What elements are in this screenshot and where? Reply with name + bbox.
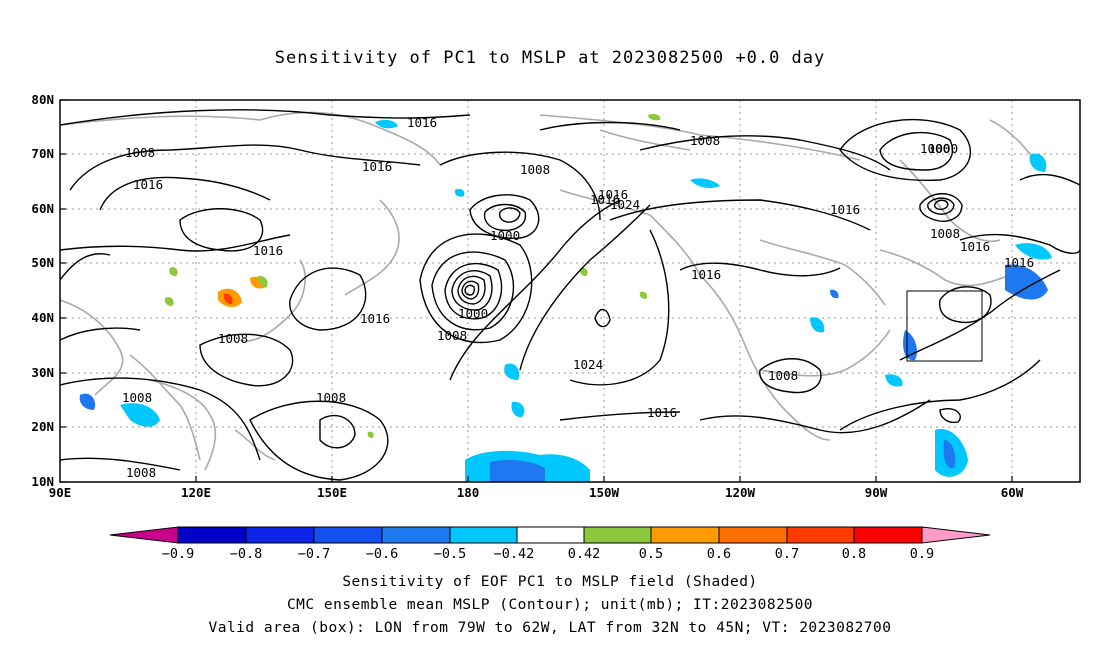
lon-label: 150W [589,485,620,500]
colorbar-label: 0.8 [842,546,866,562]
colorbar-box [516,526,585,544]
lon-label: 90E [49,485,72,500]
contour-label: 1016 [960,239,990,254]
contour-label: 1016 [598,187,628,202]
colorbar-low-triangle [109,526,179,544]
contour-label: 1000 [928,141,958,156]
lon-label: 120W [725,485,756,500]
lon-label: 60W [1001,485,1024,500]
lon-label: 180 [457,485,480,500]
lon-label: 120E [181,485,211,500]
contour-label: 1008 [690,133,720,148]
colorbar-box [449,526,518,544]
lat-label: 80N [31,92,54,107]
colorbar-high-triangle [921,526,991,544]
contour-label: 1016 [133,177,163,192]
contour-label: 1016 [362,159,392,174]
contour-label: 1016 [691,267,721,282]
colorbar-label: 0.7 [775,546,799,562]
lat-label: 10N [31,474,54,489]
contour-label: 1008 [218,331,248,346]
colorbar-box [718,526,788,544]
colorbar-box [853,526,923,544]
map-frame [59,99,1081,483]
map-title: Sensitivity of PC1 to MSLP at 2023082500… [274,48,826,68]
colorbar-label: −0.9 [162,546,195,562]
caption-valid-area: Valid area (box): LON from 79W to 62W, L… [208,620,892,636]
contour-label: 1016 [253,243,283,258]
contour-label: 1000 [490,228,520,243]
colorbar-label: −0.8 [230,546,263,562]
lat-label: 40N [31,310,54,325]
lon-label: 90W [865,485,888,500]
colorbar-label: 0.42 [568,546,601,562]
contour-label: 1000 [458,306,488,321]
negative-shading [79,119,1052,482]
colorbar-box [177,526,247,544]
lat-label: 50N [31,255,54,270]
caption-contour: CMC ensemble mean MSLP (Contour); unit(m… [286,597,814,613]
lat-label: 20N [31,419,54,434]
colorbar-label: −0.5 [434,546,467,562]
contour-label: 1008 [437,328,467,343]
contour-label: 1008 [520,162,550,177]
contour-label: 1008 [930,226,960,241]
latitude-labels: 80N 70N 60N 50N 40N 30N 20N 10N [31,92,54,489]
contour-label: 1000 [920,141,950,156]
contour-label: 1008 [316,390,346,405]
tick-marks [60,99,1013,483]
colorbar-box [313,526,383,544]
contour-label: 1008 [126,465,156,480]
colorbar-box [245,526,315,544]
colorbar-label: −0.6 [366,546,399,562]
colorbar-labels: −0.9 −0.8 −0.7 −0.6 −0.5 −0.42 0.42 0.5 … [162,546,934,562]
colorbar-box [583,526,652,544]
colorbar [109,526,991,544]
contour-label: 1016 [360,311,390,326]
contour-label: 1008 [122,390,152,405]
colorbar-label: 0.9 [910,546,934,562]
contour-label: 1008 [768,368,798,383]
contour-label: 1016 [647,405,677,420]
longitude-labels: 90E 120E 150E 180 150W 120W 90W 60W [49,485,1024,500]
contour-label: 1024 [610,197,640,212]
lon-label: 150E [317,485,347,500]
colorbar-label: −0.7 [298,546,331,562]
contour-label: 1016 [590,192,620,207]
contour-label: 1016 [1004,255,1034,270]
contour-label: 1008 [125,145,155,160]
contour-label: 1024 [573,357,603,372]
colorbar-box [650,526,720,544]
lat-label: 30N [31,365,54,380]
contour-label: 1016 [407,115,437,130]
colorbar-label: −0.42 [494,546,535,562]
caption-shading: Sensitivity of EOF PC1 to MSLP field (Sh… [342,574,758,590]
lat-label: 70N [31,146,54,161]
lat-label: 60N [31,201,54,216]
contour-label: 1016 [830,202,860,217]
contour-labels: 1016 1008 1016 1016 1008 1000 1016 1024 … [122,115,1034,480]
colorbar-box [381,526,451,544]
mslp-contours [60,109,1080,481]
colorbar-box [786,526,855,544]
colorbar-label: 0.5 [639,546,663,562]
valid-area-box [906,290,983,362]
positive-shading [164,113,661,438]
colorbar-label: 0.6 [707,546,731,562]
